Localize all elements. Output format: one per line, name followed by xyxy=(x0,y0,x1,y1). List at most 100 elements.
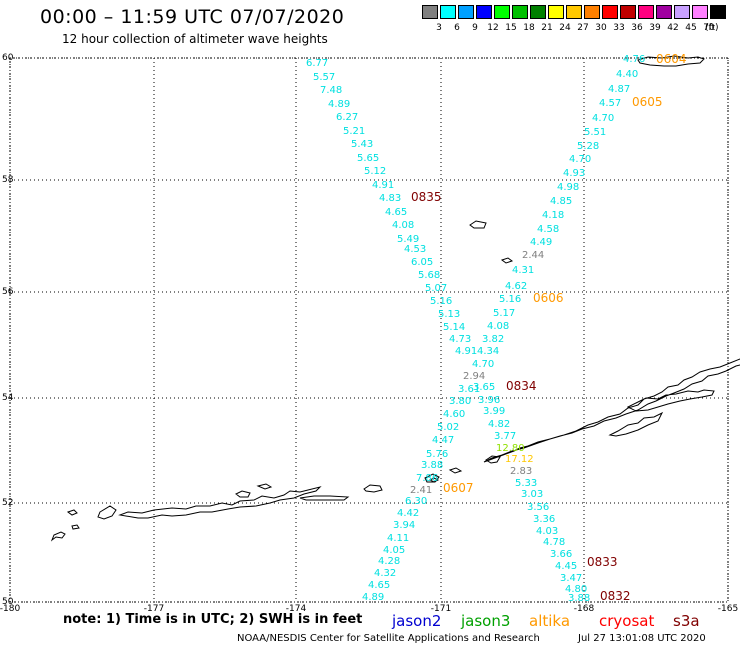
wave-height-value: 4.11 xyxy=(387,533,409,544)
wave-height-value: 4.53 xyxy=(404,244,426,255)
wave-height-value: 5.02 xyxy=(437,422,459,433)
wave-height-value: 4.65 xyxy=(385,207,407,218)
wave-height-value: 3.47 xyxy=(560,573,582,584)
wave-height-value: 4.73 xyxy=(449,334,471,345)
wave-height-value: 4.58 xyxy=(537,224,559,235)
map-subtitle: 12 hour collection of altimeter wave hei… xyxy=(62,32,328,46)
wave-height-value: 4.45 xyxy=(555,561,577,572)
legend-s3a: s3a xyxy=(673,612,700,630)
wave-height-value: 7.48 xyxy=(320,85,342,96)
pass-time-label: 0607 xyxy=(443,481,474,495)
legend-value: 6 xyxy=(454,23,460,33)
legend-jason2: jason2 xyxy=(392,612,442,630)
wave-height-value: 4.42 xyxy=(397,508,419,519)
wave-height-value: 4.70 xyxy=(569,154,591,165)
legend-value: 45 xyxy=(685,23,697,33)
legend-value: 18 xyxy=(523,23,535,33)
legend-swatch xyxy=(674,5,690,19)
wave-height-value: 4.70 xyxy=(472,359,494,370)
wave-height-value: 5.13 xyxy=(438,309,460,320)
wave-height-value: 4.05 xyxy=(383,545,405,556)
wave-height-value: 3.80 xyxy=(449,396,471,407)
pass-time-label: 0832 xyxy=(600,589,631,603)
wave-height-value: 3.88 xyxy=(421,460,443,471)
wave-height-value: 4.08 xyxy=(392,220,414,231)
longitude-labels: -180 -177 -174 -171 -168 -165 xyxy=(0,604,738,614)
pass-time-label: 0605 xyxy=(632,95,663,109)
legend-swatch xyxy=(656,5,672,19)
wave-height-value: 4.60 xyxy=(443,409,465,420)
legend-cryosat: cryosat xyxy=(599,612,655,630)
wave-height-value: 4.47 xyxy=(432,435,454,446)
wave-height-value: 3.61 xyxy=(458,384,480,395)
wave-height-value: 4.80 xyxy=(565,584,587,595)
timestamp-text: Jul 27 13:01:08 UTC 2020 xyxy=(578,633,706,644)
legend-swatch xyxy=(494,5,510,19)
wave-height-value: 4.89 xyxy=(328,99,350,110)
wave-height-value: 5.12 xyxy=(364,166,386,177)
wave-height-value: 5.49 xyxy=(397,234,419,245)
wave-height-value: 4.40 xyxy=(616,69,638,80)
wave-height-value: 4.65 xyxy=(368,580,390,591)
lat-lon-grid xyxy=(9,57,729,603)
lon-label: -168 xyxy=(574,604,595,614)
lat-label: 60 xyxy=(2,53,14,63)
legend-swatch xyxy=(422,5,438,19)
wave-height-value: 5.51 xyxy=(584,127,606,138)
latitude-labels: 60 58 56 54 52 50 xyxy=(2,53,14,607)
wave-height-value: 4.03 xyxy=(536,526,558,537)
legend-value: 36 xyxy=(631,23,643,33)
wave-height-value: 3.99 xyxy=(483,406,505,417)
legend-value: 39 xyxy=(649,23,661,33)
legend-value: 15 xyxy=(505,23,517,33)
wave-height-value: 5.28 xyxy=(577,141,599,152)
lon-label: -180 xyxy=(0,604,20,614)
wave-height-value: 3.03 xyxy=(521,489,543,500)
wave-height-value: 5.17 xyxy=(493,308,515,319)
wave-height-value: 4.87 xyxy=(608,84,630,95)
legend-value: 30 xyxy=(595,23,607,33)
legend-value: 9 xyxy=(472,23,478,33)
pass-time-label: 0834 xyxy=(506,379,537,393)
lat-label: 54 xyxy=(2,393,14,403)
wave-height-value: 4.78 xyxy=(543,537,565,548)
legend-value: 42 xyxy=(667,23,679,33)
pass-time-label: 0606 xyxy=(533,291,564,305)
wave-height-value: 3.65 xyxy=(473,382,495,393)
note-text: note: 1) Time is in UTC; 2) SWH is in fe… xyxy=(63,612,363,627)
legend-value: 3 xyxy=(436,23,442,33)
lat-label: 50 xyxy=(2,597,14,607)
legend-swatch xyxy=(530,5,546,19)
lat-label: 52 xyxy=(2,498,13,508)
wave-height-value: 5.33 xyxy=(515,478,537,489)
wave-height-value: 4.89 xyxy=(362,592,384,603)
wave-height-value: 6.05 xyxy=(411,257,433,268)
wave-height-value: 3.66 xyxy=(550,549,572,560)
wave-height-value: 4.93 xyxy=(563,168,585,179)
altimeter-tracks: 6.77 5.57 7.48 4.89 6.27 5.21 5.43 5.65 5.12 4.91… xyxy=(306,52,687,604)
legend-swatch xyxy=(710,5,726,19)
legend-swatch xyxy=(512,5,528,19)
map-title: 00:00 – 11:59 UTC 07/07/2020 xyxy=(40,6,345,28)
wave-height-value: 17.12 xyxy=(505,454,534,465)
legend-swatch xyxy=(692,5,708,19)
wave-height-value: 3.94 xyxy=(393,520,415,531)
wave-height-value: 5.43 xyxy=(351,139,373,150)
legend-value: 33 xyxy=(613,23,625,33)
wave-height-value: 4.85 xyxy=(550,196,572,207)
pass-time-label: 0835 xyxy=(411,190,442,204)
pass-time-label: 0833 xyxy=(587,555,618,569)
lon-label: -171 xyxy=(431,604,451,614)
wave-height-value: 4.76 xyxy=(623,54,645,65)
legend-swatch xyxy=(602,5,618,19)
lon-label: -177 xyxy=(144,604,164,614)
legend-value: 24 xyxy=(559,23,571,33)
wave-height-value: 5.57 xyxy=(313,72,335,83)
legend-value: 21 xyxy=(541,23,553,33)
wave-height-value: 4.91 xyxy=(372,180,394,191)
wave-height-value: 4.98 xyxy=(557,182,579,193)
wave-height-value: 4.83 xyxy=(379,193,401,204)
legend-altika: altika xyxy=(529,612,571,630)
wave-height-value: 5.65 xyxy=(357,153,379,164)
